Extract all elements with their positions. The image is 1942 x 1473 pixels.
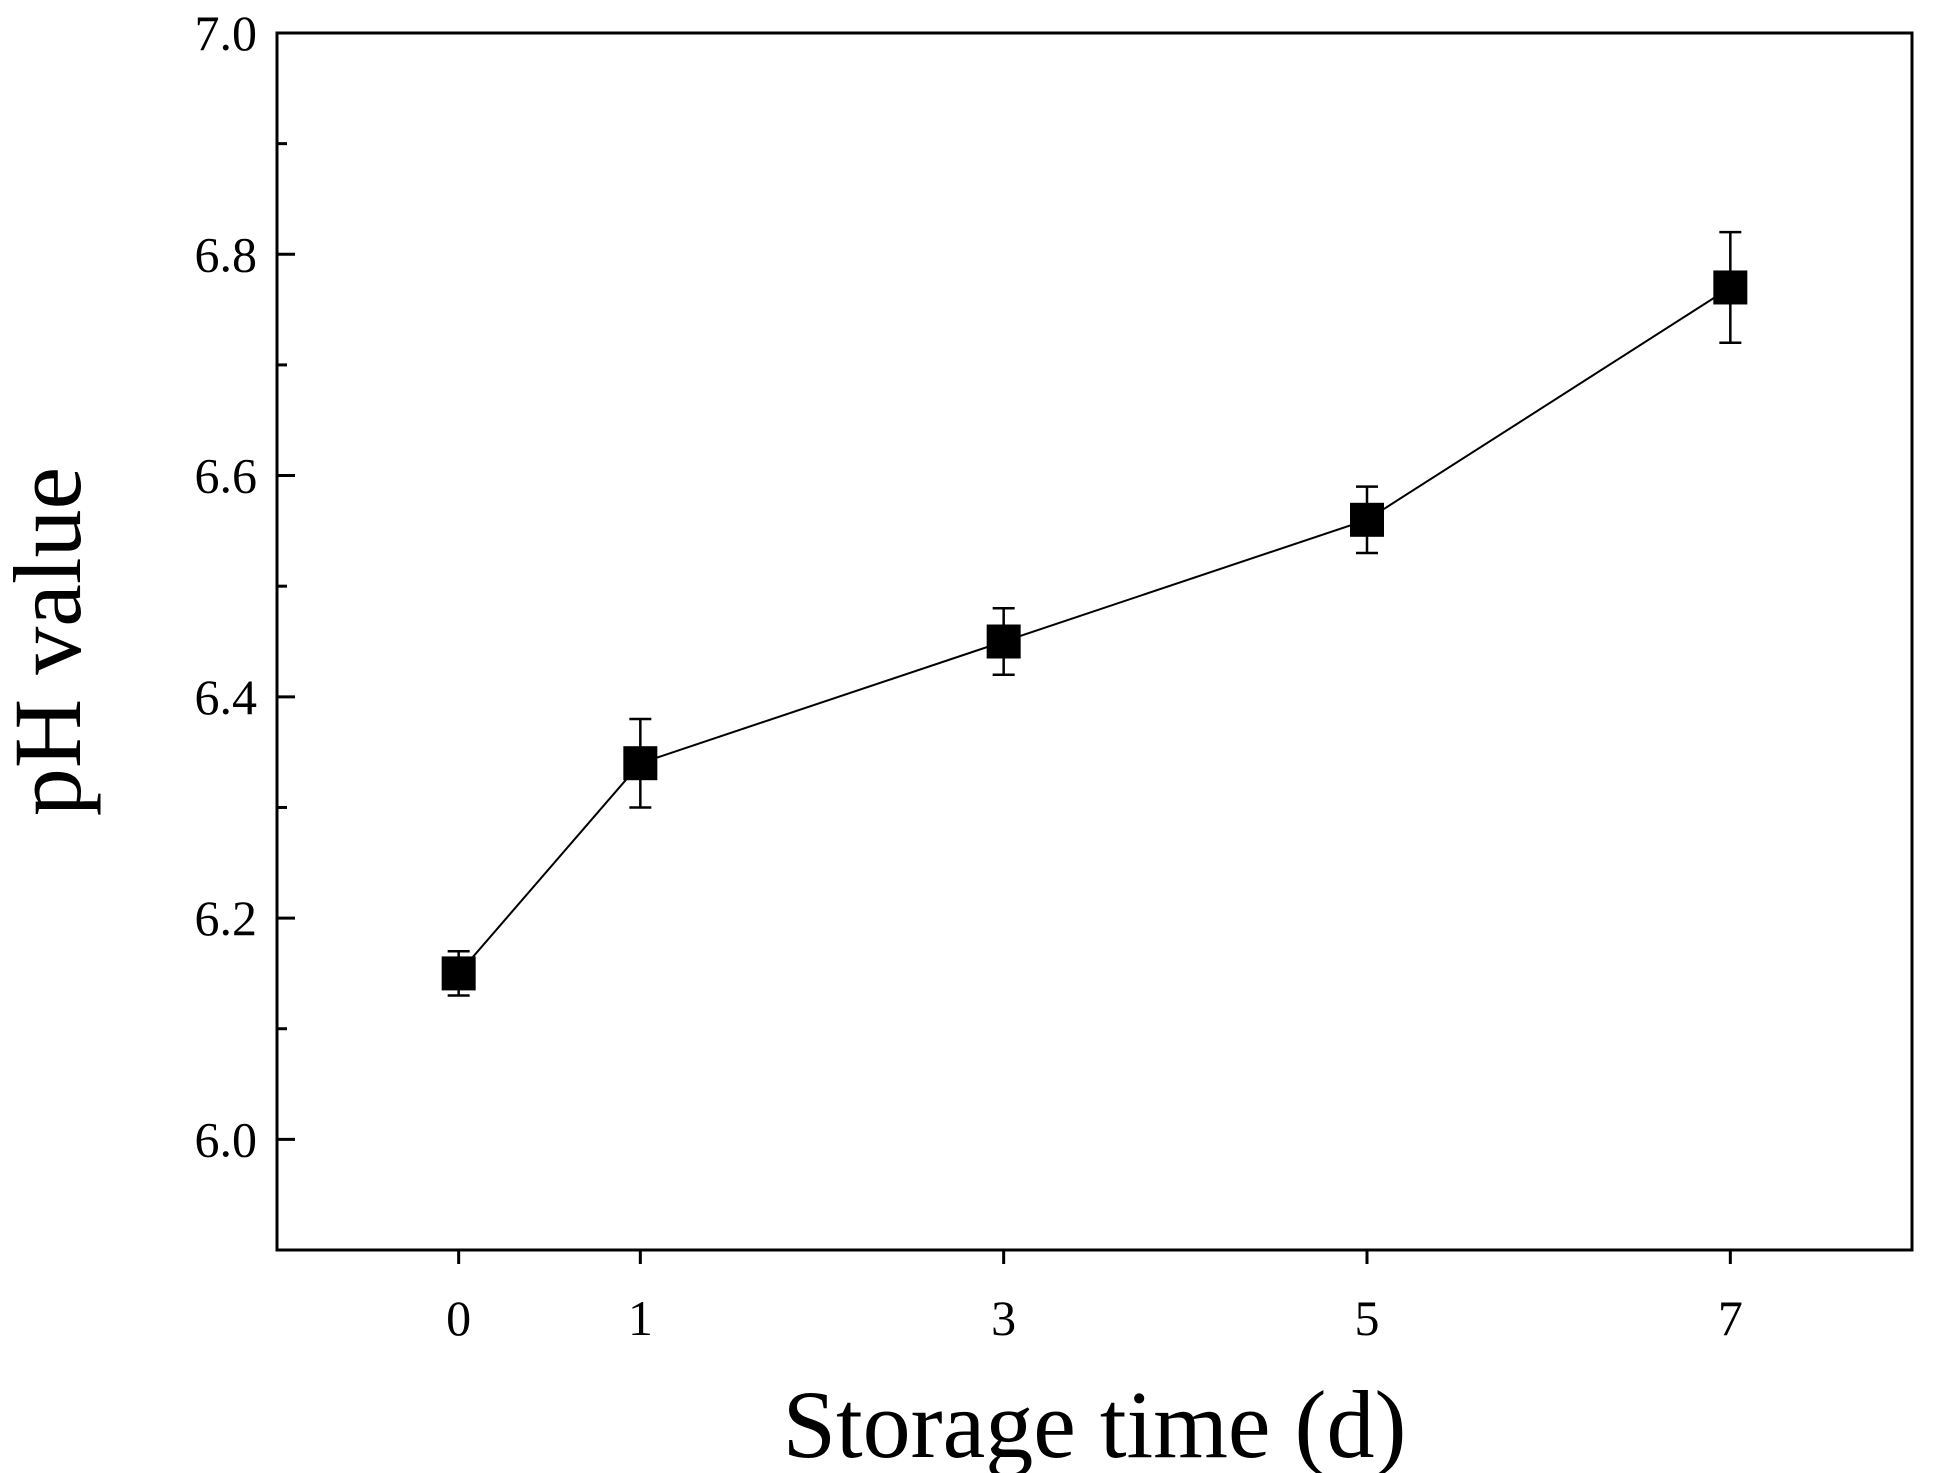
plot-frame (275, 31, 1914, 1252)
x-tick-label: 0 (446, 1290, 471, 1346)
x-tick-label: 7 (1718, 1290, 1743, 1346)
plot-frame-group (275, 31, 1914, 1252)
y-axis-ticks: 6.0 6.2 6.4 6.6 6.8 7.0 (195, 5, 295, 1167)
series-group (441, 230, 1748, 997)
x-tick-label: 5 (1355, 1290, 1380, 1346)
data-point (441, 956, 476, 991)
x-tick-label: 3 (991, 1290, 1016, 1346)
y-tick-label: 7.0 (195, 5, 258, 61)
x-axis-ticks: 0 1 3 5 7 (446, 1250, 1743, 1346)
y-tick-label: 6.8 (195, 226, 258, 282)
y-tick-label: 6.6 (195, 448, 258, 504)
y-tick-label: 6.0 (195, 1111, 258, 1167)
data-point (986, 624, 1021, 659)
y-tick-label: 6.4 (195, 669, 258, 725)
x-tick-label: 1 (628, 1290, 653, 1346)
y-tick-label: 6.2 (195, 890, 258, 946)
x-axis-title: Storage time (d) (783, 1371, 1407, 1473)
series-line (457, 286, 1731, 975)
data-point (1713, 270, 1748, 305)
y-axis-title: pH value (0, 467, 101, 816)
data-point (623, 746, 658, 781)
data-point (1350, 502, 1384, 537)
